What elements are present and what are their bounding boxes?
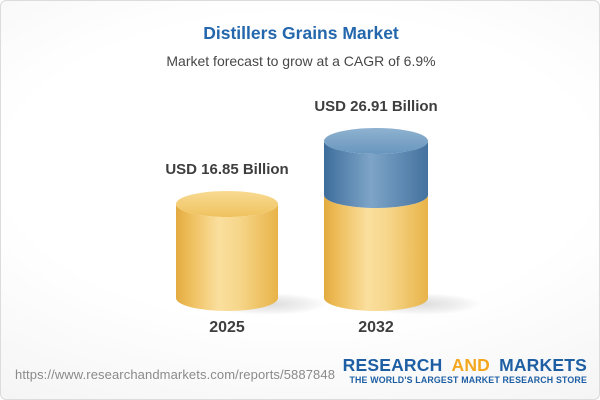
year-label-2032: 2032 xyxy=(358,319,394,336)
logo-tagline: THE WORLD'S LARGEST MARKET RESEARCH STOR… xyxy=(349,375,587,386)
cylinder-2032 xyxy=(324,128,428,311)
report-url: https://www.researchandmarkets.com/repor… xyxy=(15,367,336,382)
value-label-2025: USD 16.85 Billion xyxy=(165,161,289,178)
page-subtitle: Market forecast to grow at a CAGR of 6.9… xyxy=(166,53,436,69)
brand-logo: RESEARCH AND MARKETS THE WORLD'S LARGEST… xyxy=(343,356,587,386)
page-title: Distillers Grains Market xyxy=(203,23,399,43)
cylinder-2032-base-segment xyxy=(324,195,428,311)
brand-logo-wordmark: RESEARCH AND MARKETS xyxy=(343,356,587,374)
year-label-2025: 2025 xyxy=(209,319,245,336)
cylinder-2032-growth-segment xyxy=(324,141,428,208)
logo-and-text: AND xyxy=(451,355,490,375)
logo-markets-text: MARKETS xyxy=(499,355,587,375)
logo-research-text: RESEARCH xyxy=(342,355,443,375)
cylinder-2025 xyxy=(176,191,278,311)
value-label-2032: USD 26.91 Billion xyxy=(314,98,438,115)
